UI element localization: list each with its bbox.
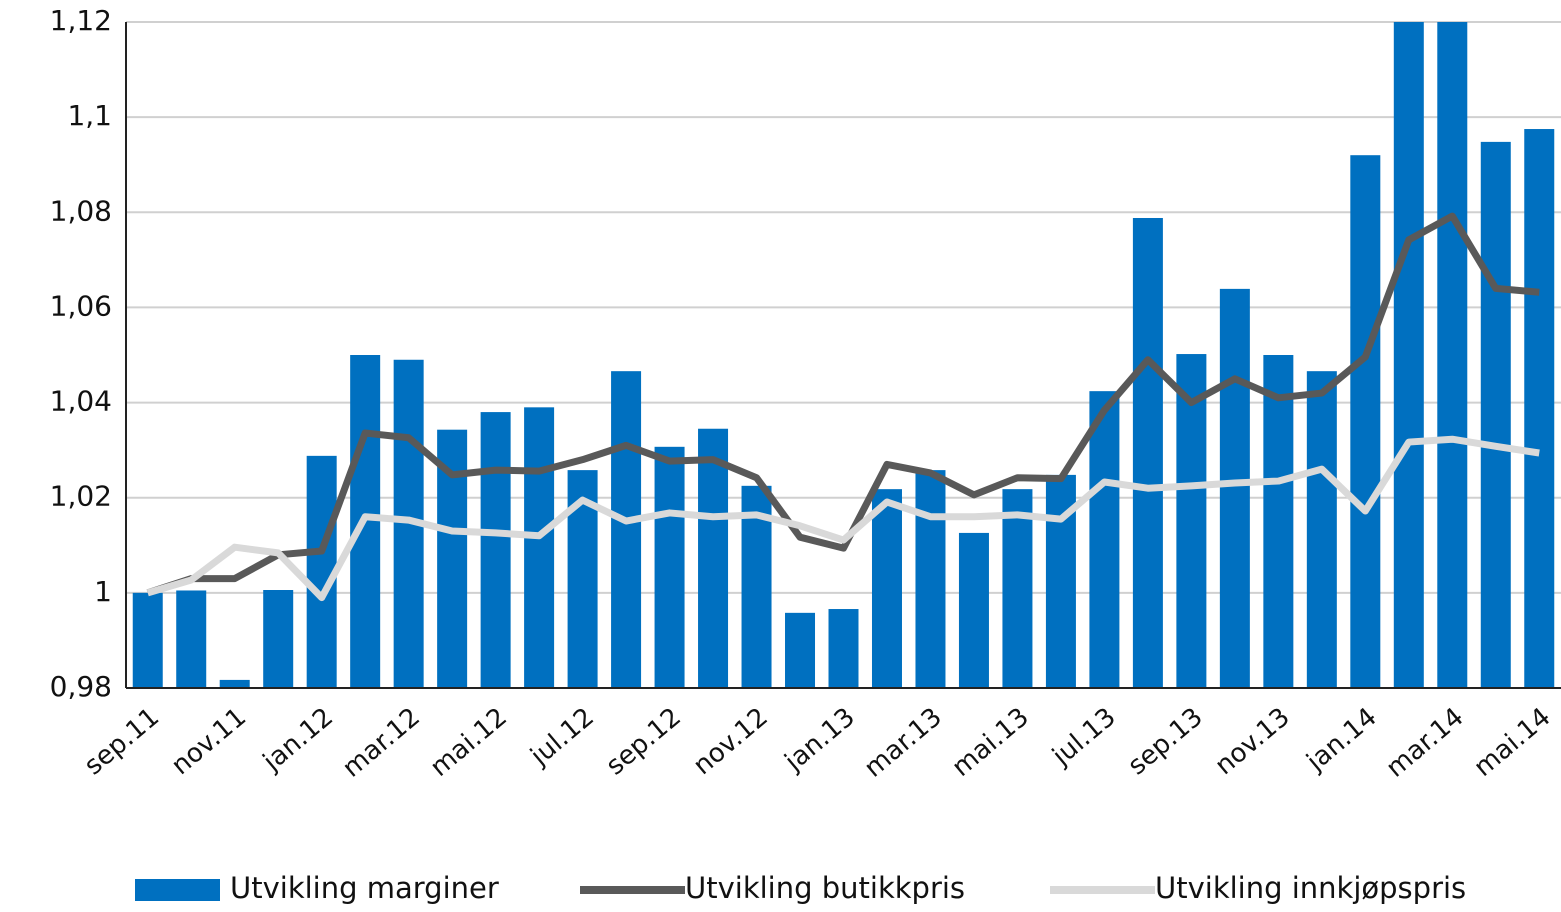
bar — [654, 446, 685, 688]
bar — [524, 407, 555, 688]
bar — [176, 590, 207, 688]
x-tick-label: sep.12 — [601, 702, 687, 781]
y-tick-label: 1,02 — [50, 480, 112, 513]
bar — [1176, 354, 1207, 688]
x-tick-label: jul.13 — [1046, 702, 1121, 772]
x-tick-label: jan.13 — [779, 702, 861, 778]
y-tick-label: 1,06 — [50, 289, 112, 322]
bar — [871, 489, 902, 688]
legend-label: Utvikling innkjøpspris — [1155, 871, 1466, 905]
x-tick-label: nov.12 — [688, 702, 774, 781]
bar — [828, 609, 859, 688]
bar — [1393, 22, 1424, 688]
bar — [1219, 288, 1250, 688]
line-series — [146, 212, 1540, 597]
x-tick-label: sep.11 — [79, 702, 165, 781]
bar — [1524, 129, 1555, 688]
bar — [1350, 155, 1381, 688]
line-series — [146, 435, 1540, 602]
y-tick-label: 1,12 — [50, 4, 112, 37]
x-tick-label: mar.13 — [859, 702, 948, 783]
bar — [1480, 141, 1511, 688]
bar — [915, 470, 946, 688]
bar — [1132, 217, 1163, 688]
bar — [785, 612, 816, 688]
x-tick-label: mar.14 — [1381, 702, 1470, 783]
bar — [1002, 489, 1033, 688]
y-tick-label: 0,98 — [50, 670, 112, 703]
x-tick-label: mar.12 — [337, 702, 426, 783]
legend-label: Utvikling butikkpris — [685, 871, 965, 905]
y-tick-label: 1,1 — [67, 99, 112, 132]
bar — [1263, 355, 1294, 688]
x-tick-label: jul.12 — [524, 702, 599, 772]
bar — [1089, 391, 1120, 688]
bar — [1306, 371, 1337, 688]
x-tick-label: sep.13 — [1122, 702, 1208, 781]
bar — [611, 371, 642, 688]
bar — [480, 412, 511, 688]
x-tick-label: mai.12 — [425, 702, 513, 783]
bar — [1437, 22, 1468, 688]
x-tick-label: jan.12 — [257, 702, 339, 778]
y-tick-label: 1 — [94, 575, 112, 608]
bar — [698, 428, 729, 688]
x-tick-label: nov.11 — [166, 702, 252, 781]
bar — [132, 592, 163, 688]
y-tick-label: 1,04 — [50, 385, 112, 418]
bar — [263, 590, 294, 688]
x-tick-label: nov.13 — [1210, 702, 1296, 781]
y-tick-label: 1,08 — [50, 194, 112, 227]
bar — [958, 532, 989, 688]
x-tick-label: jan.14 — [1301, 702, 1383, 778]
bar — [219, 679, 250, 688]
x-tick-label: mai.13 — [947, 702, 1035, 783]
legend-label: Utvikling marginer — [230, 871, 499, 905]
x-tick-label: mai.14 — [1468, 702, 1556, 783]
legend-swatch — [135, 879, 220, 901]
